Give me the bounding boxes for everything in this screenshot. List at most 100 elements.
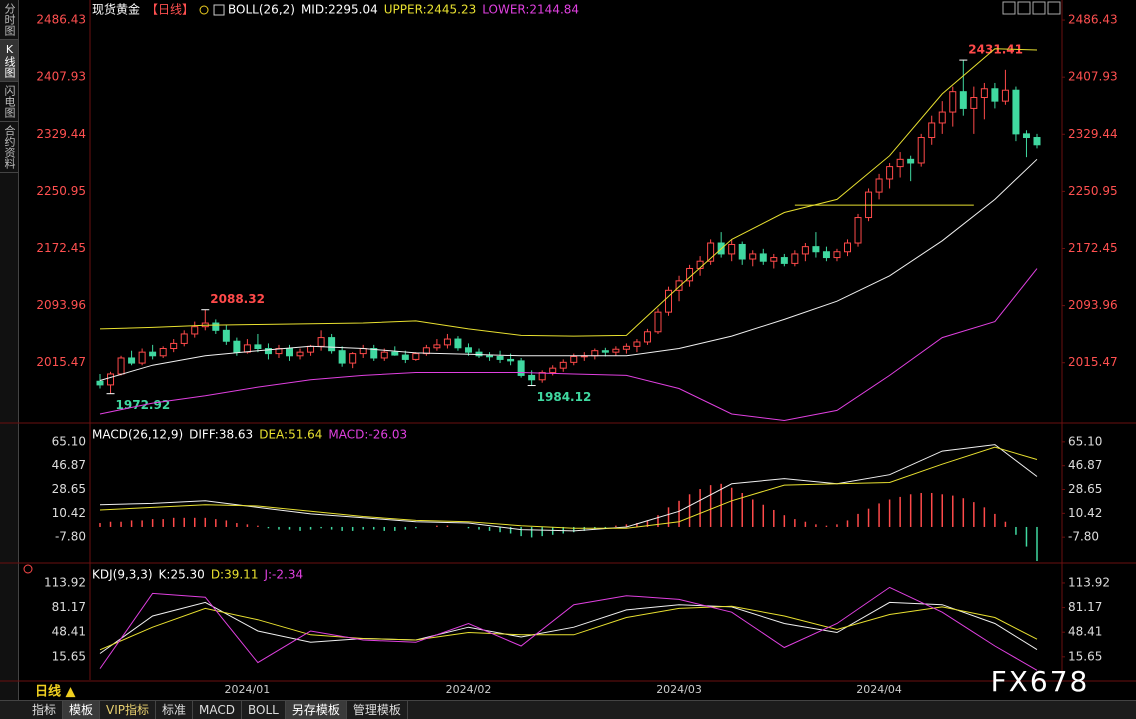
candle-body (749, 253, 757, 260)
candle-body (180, 333, 188, 344)
candle-body (949, 91, 957, 113)
y-tick-label: 81.17 (1068, 600, 1102, 614)
candle-body (233, 340, 241, 353)
icon[interactable] (1002, 1, 1016, 15)
candle-body (970, 96, 978, 109)
candle-body (770, 257, 778, 262)
candle-body (665, 289, 673, 313)
candle-body (991, 88, 999, 102)
candle-body (938, 111, 946, 124)
candle-body (591, 350, 599, 357)
candle-body (843, 242, 851, 253)
y-tick-label: 65.10 (1068, 434, 1102, 448)
candle-body (907, 158, 915, 164)
footer-tab[interactable]: 管理模板 (347, 701, 408, 719)
candle-body (728, 243, 736, 255)
candle-body (159, 348, 167, 357)
candle-body (886, 166, 894, 180)
footer-tab[interactable]: 标准 (156, 701, 194, 719)
x-tick-label: 2024/04 (856, 683, 902, 696)
candle-body (328, 337, 336, 352)
y-tick-label: 113.92 (1068, 575, 1110, 589)
candle-body (633, 341, 641, 347)
y-tick-label: 28.65 (1068, 482, 1102, 496)
y-tick-label: 2329.44 (1068, 127, 1118, 141)
candle-body (254, 344, 262, 350)
period-label[interactable]: 日线 ▲ (35, 684, 76, 700)
toolbar-icons[interactable] (1002, 1, 1061, 15)
y-tick-label: -7.80 (55, 530, 86, 544)
candle-body (780, 257, 788, 264)
spacer (0, 701, 26, 719)
series-line (99, 268, 1038, 422)
footer-tab[interactable]: VIP指标 (100, 701, 157, 719)
candle-body (896, 158, 904, 168)
y-tick-label: 2172.45 (36, 241, 86, 255)
candle-body (222, 329, 230, 342)
y-tick-label: 2407.93 (1068, 70, 1118, 84)
footer-tab[interactable]: 指标 (26, 701, 64, 719)
series-line (99, 446, 1038, 529)
candle-body (401, 354, 409, 360)
side-tab[interactable]: 分时图 (0, 0, 18, 40)
candle-body (359, 348, 367, 355)
legend-item: DEA:51.64 (259, 428, 322, 442)
y-tick-label: 113.92 (44, 575, 86, 589)
legend-item: UPPER:2445.23 (384, 3, 476, 17)
candle-body (107, 373, 115, 386)
footer: 指标 模板 VIP指标 标准 MACD BOLL 另存模板 管理模板 (0, 700, 1136, 719)
footer-tab[interactable]: 模板 (63, 701, 101, 719)
candle-body (1012, 89, 1020, 135)
candle-body (833, 251, 841, 259)
y-tick-label: 15.65 (1068, 649, 1102, 663)
candle-body (738, 243, 746, 260)
candle-body (307, 345, 315, 353)
candle-body (496, 356, 504, 360)
y-tick-label: 46.87 (52, 458, 86, 472)
candle-body (654, 311, 662, 333)
legend-item: J:-2.34 (263, 568, 303, 582)
y-tick-label: 2015.47 (1068, 355, 1118, 369)
side-tab[interactable]: 合约资料 (0, 122, 18, 173)
candle-body (517, 360, 525, 376)
legend-item: LOWER:2144.84 (482, 3, 579, 17)
y-tick-label: 2329.44 (36, 127, 86, 141)
x-tick-label: 2024/01 (225, 683, 271, 696)
icon (213, 4, 225, 16)
candle-body (538, 372, 546, 381)
series-line (99, 601, 1038, 654)
candle-body (854, 217, 862, 244)
icon[interactable] (1047, 1, 1061, 15)
y-tick-label: 2486.43 (1068, 13, 1118, 27)
series-line (99, 444, 1038, 532)
candle-body (370, 348, 378, 359)
candle-body (212, 322, 220, 331)
candle-body (138, 351, 146, 364)
icon[interactable] (1032, 1, 1046, 15)
y-tick-label: 2093.96 (1068, 298, 1118, 312)
side-tab[interactable]: K线图 (0, 40, 18, 82)
chart-period: 【日线】 (146, 3, 194, 17)
series-line (99, 48, 1038, 337)
series-line (99, 586, 1038, 671)
candle-body (675, 280, 683, 291)
candle-body (528, 374, 536, 381)
candle-body (96, 380, 104, 386)
y-tick-label: 2486.43 (36, 13, 86, 27)
y-tick-label: 28.65 (52, 482, 86, 496)
footer-tab[interactable]: 另存模板 (285, 701, 347, 719)
icon[interactable] (1017, 1, 1031, 15)
candle-body (486, 355, 494, 358)
candle-body (549, 367, 557, 374)
candle-body (622, 345, 630, 350)
y-tick-label: 2250.95 (1068, 184, 1118, 198)
candle-body (928, 122, 936, 139)
footer-tab[interactable]: BOLL (242, 701, 286, 719)
candle-body (570, 356, 578, 363)
footer-tab[interactable]: MACD (193, 701, 243, 719)
side-tab[interactable]: 闪电图 (0, 82, 18, 122)
candle-body (917, 137, 925, 164)
candle-body (443, 338, 451, 346)
candle-body (464, 347, 472, 353)
